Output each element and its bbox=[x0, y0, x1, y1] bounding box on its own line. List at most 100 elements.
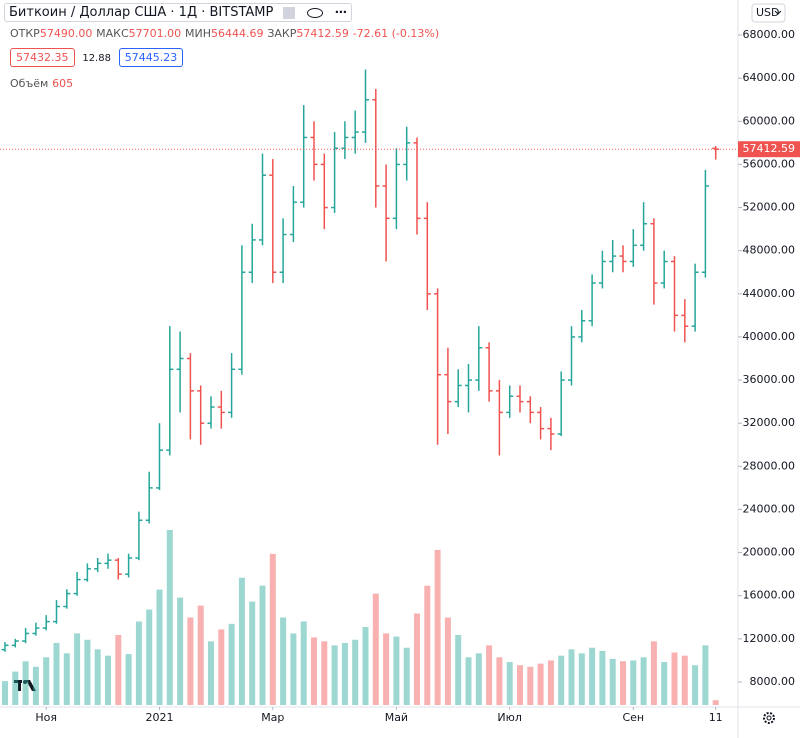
volume-bar bbox=[43, 657, 50, 705]
ohlc-bar bbox=[506, 385, 514, 418]
ohlc-bar bbox=[83, 563, 91, 582]
ohlc-bar bbox=[269, 159, 277, 284]
ohlc-bar bbox=[516, 385, 524, 413]
x-tick-label: Мар bbox=[261, 711, 284, 724]
ohlc-bar bbox=[42, 615, 50, 631]
volume-bar bbox=[249, 601, 256, 705]
volume-bar bbox=[486, 645, 493, 705]
ohlc-bar bbox=[681, 299, 689, 343]
last-price-tag bbox=[738, 141, 800, 158]
more-icon[interactable]: ⋯ bbox=[334, 5, 347, 19]
ohlc-legend: ОТКР57490.00 МАКС57701.00 МИН56444.69 ЗА… bbox=[10, 26, 439, 40]
ohlc-bar bbox=[53, 600, 60, 624]
volume-bar bbox=[414, 613, 420, 705]
volume-bar bbox=[177, 597, 184, 705]
volume-legend: Объём 605 bbox=[10, 76, 73, 90]
low-label: МИН bbox=[185, 27, 211, 40]
volume-bar bbox=[506, 662, 513, 705]
ohlc-bar bbox=[125, 553, 133, 578]
change-value: -72.61 (-0.13%) bbox=[352, 27, 440, 40]
ohlc-bar bbox=[701, 169, 709, 278]
volume-bar bbox=[630, 660, 637, 705]
open-value: 57490.00 bbox=[39, 27, 93, 40]
ohlc-bar bbox=[259, 153, 266, 246]
ask-box[interactable]: 57445.23 bbox=[118, 48, 184, 67]
ohlc-bar bbox=[465, 363, 472, 413]
ohlc-bar bbox=[11, 638, 19, 648]
ohlc-bar bbox=[320, 153, 328, 230]
last-price-label: 57412.59 bbox=[743, 142, 796, 155]
dropdown-arrow bbox=[774, 10, 782, 15]
volume-bar bbox=[692, 665, 699, 705]
ohlc-bar bbox=[1, 642, 9, 652]
ohlc-bar bbox=[640, 202, 648, 251]
volume-bar bbox=[434, 549, 441, 705]
high-label: МАКС bbox=[96, 27, 129, 40]
volume-bar bbox=[609, 658, 616, 705]
ohlc-bar bbox=[63, 589, 71, 609]
volume-bar bbox=[352, 639, 359, 705]
volume-bar bbox=[547, 660, 554, 705]
volume-bar bbox=[300, 621, 307, 705]
ohlc-bar bbox=[351, 110, 359, 154]
ohlc-bar bbox=[341, 121, 349, 160]
low-value: 56444.69 bbox=[211, 27, 264, 40]
y-tick-label: 32000.00 bbox=[743, 416, 796, 429]
eye-icon[interactable] bbox=[307, 7, 323, 18]
volume-bar bbox=[208, 641, 214, 705]
ohlc-bar bbox=[166, 326, 174, 456]
ohlc-bar bbox=[176, 331, 184, 413]
ohlc-bar bbox=[578, 309, 586, 343]
volume-bar bbox=[187, 617, 194, 705]
volume-bar bbox=[620, 661, 626, 705]
volume-bar bbox=[661, 662, 668, 705]
x-tick-label: Июл bbox=[497, 711, 522, 724]
volume-bar bbox=[496, 657, 503, 705]
ohlc-bar bbox=[186, 353, 194, 440]
ohlc-bar bbox=[413, 137, 421, 235]
ohlc-bar bbox=[156, 423, 163, 491]
settings-gear[interactable] bbox=[763, 712, 775, 724]
currency-button[interactable] bbox=[751, 3, 786, 23]
flag-icon[interactable] bbox=[283, 6, 296, 19]
ohlc-bar bbox=[73, 572, 81, 596]
ohlc-bar bbox=[403, 126, 411, 181]
ohlc-bar bbox=[392, 148, 400, 230]
volume-bar bbox=[125, 654, 132, 705]
ohlc-bar bbox=[32, 622, 40, 636]
y-tick-label: 28000.00 bbox=[743, 459, 796, 472]
ohlc-bar bbox=[444, 347, 452, 434]
volume-bar bbox=[238, 577, 245, 705]
ohlc-bar bbox=[423, 202, 431, 310]
volume-bar bbox=[527, 666, 534, 705]
ohlc-bar bbox=[135, 511, 143, 561]
volume-bar bbox=[671, 652, 678, 705]
high-value: 57701.00 bbox=[128, 27, 182, 40]
ohlc-bar bbox=[145, 471, 153, 524]
volume-bar bbox=[558, 655, 565, 705]
symbol-header[interactable]: Биткоин / Доллар США · 1Д · BITSTAMP ⋯ bbox=[4, 3, 352, 22]
volume-bar bbox=[537, 663, 544, 705]
y-tick-label: 64000.00 bbox=[743, 71, 796, 84]
ohlc-bar bbox=[598, 250, 606, 289]
x-tick-label: Ноя bbox=[35, 711, 57, 724]
volume-bar bbox=[640, 657, 647, 705]
volume-bar bbox=[331, 645, 338, 705]
ohlc-bar bbox=[372, 88, 380, 208]
y-tick-label: 12000.00 bbox=[743, 632, 796, 645]
ohlc-bar bbox=[228, 353, 236, 418]
ohlc-bar bbox=[300, 105, 308, 208]
volume-bar bbox=[63, 653, 70, 705]
y-tick-label: 20000.00 bbox=[743, 546, 796, 559]
volume-bar bbox=[228, 623, 235, 705]
x-tick-label: Май bbox=[385, 711, 408, 724]
volume-bar bbox=[94, 649, 101, 705]
ohlc-bar bbox=[485, 342, 493, 402]
y-tick-label: 36000.00 bbox=[743, 373, 796, 386]
volume-bar bbox=[218, 629, 225, 705]
volume-bar bbox=[465, 657, 472, 705]
volume-bar bbox=[455, 635, 462, 705]
bid-box[interactable]: 57432.35 bbox=[10, 48, 75, 67]
